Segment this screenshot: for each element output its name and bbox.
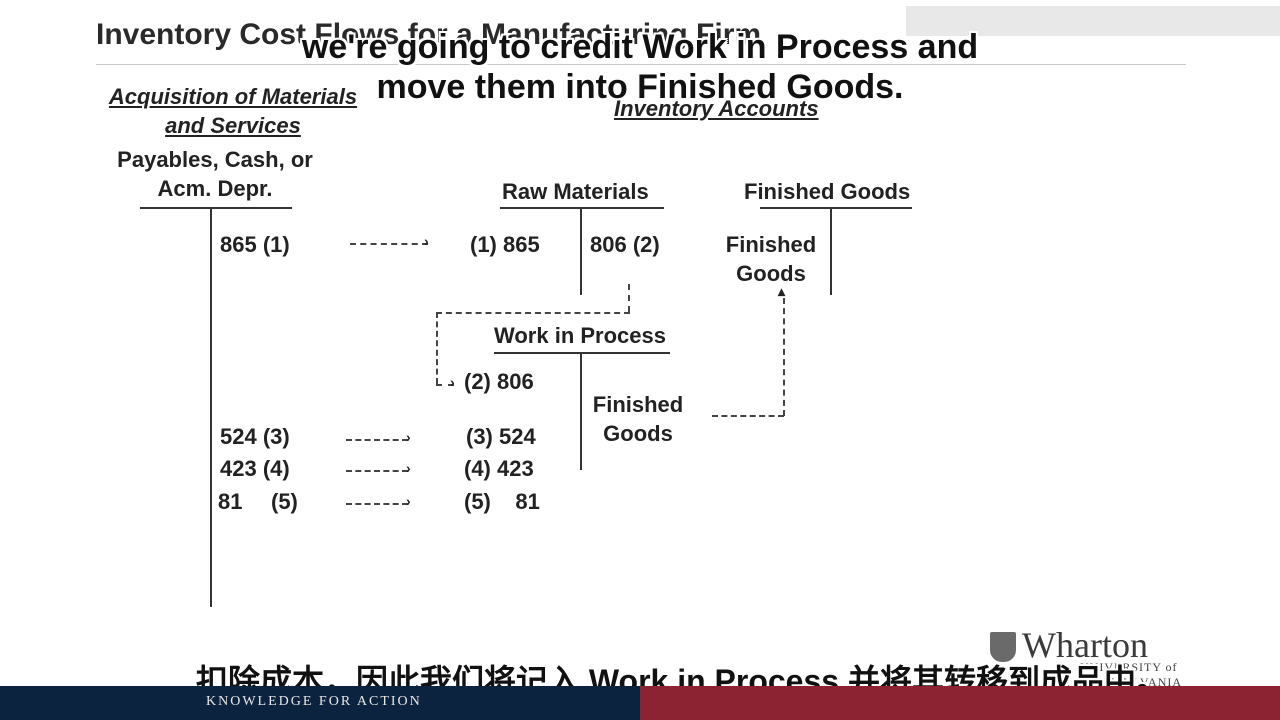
finished-goods-debit-line-1: Finished (725, 232, 817, 257)
payables-t-stem (210, 207, 212, 607)
rm-wip-connector-left (436, 312, 438, 384)
acquisition-heading-line-1: Acquisition of Materials (108, 84, 358, 109)
wip-credit-label-line-2: Goods (603, 421, 673, 446)
wip-fg-connector-across (712, 415, 784, 417)
raw-materials-debit: (1) 865 (470, 232, 540, 257)
finished-goods-t-top (760, 207, 912, 209)
arrow-4-head: › (406, 460, 411, 476)
wip-entry-5: (5) 81 (464, 489, 540, 514)
payables-entry-5-ref: (5) (271, 489, 298, 514)
arrow-5-line (346, 503, 408, 505)
title-divider (96, 64, 1186, 65)
inventory-accounts-heading: Inventory Accounts (614, 96, 819, 121)
rm-wip-connector-in (436, 384, 454, 386)
wip-entry-3: (3) 524 (466, 424, 536, 449)
payables-entry-4: 423 (4) (220, 456, 290, 481)
payables-entry-1: 865 (1) (220, 232, 290, 257)
arrow-3-head: › (406, 429, 411, 445)
payables-t-top (140, 207, 292, 209)
wip-credit-label-line-1: Finished (592, 392, 684, 417)
wip-fg-connector-up (783, 298, 785, 416)
wip-fg-arrow-head: ▴ (778, 283, 786, 299)
arrow-5-head: › (406, 493, 411, 509)
payables-entry-3: 524 (3) (220, 424, 290, 449)
wip-entry-2: (2) 806 (464, 369, 534, 394)
wharton-logo-sub: UNIVERSITY of PENNSYLVANIA (1080, 660, 1183, 689)
wharton-shield-icon (990, 632, 1016, 662)
arrow-1-line (350, 243, 428, 245)
top-overlay-bar (906, 6, 1280, 36)
payables-label-line-1: Payables, Cash, or (117, 147, 313, 172)
arrow-1-head: › (424, 233, 429, 249)
finished-goods-t-stem (830, 207, 832, 295)
wip-t-top (494, 352, 670, 354)
wip-t-stem (580, 352, 582, 470)
rm-wip-connector-down (628, 284, 630, 312)
rm-wip-connector-across (436, 312, 630, 314)
footer-red-bar (640, 686, 1280, 720)
raw-materials-t-stem (580, 207, 582, 295)
work-in-process-label: Work in Process (494, 323, 666, 348)
subtitle-line-2: move them into Finished Goods. (376, 68, 904, 106)
footer-navy-bar (0, 686, 640, 720)
finished-goods-label: Finished Goods (744, 179, 911, 204)
arrow-3-line (346, 439, 408, 441)
finished-goods-debit-line-2: Goods (736, 261, 806, 286)
acquisition-heading-line-2: and Services (165, 113, 301, 138)
footer-tagline: KNOWLEDGE FOR ACTION (206, 694, 422, 709)
raw-materials-t-top (500, 207, 664, 209)
wharton-logo: Wharton (1022, 625, 1148, 665)
slide-title: Inventory Cost Flows for a Manufacturing… (96, 18, 762, 51)
subtitle-line-1: we're going to credit Work in Process an… (301, 28, 979, 66)
rm-wip-arrow-head: › (450, 374, 455, 390)
arrow-4-line (346, 470, 408, 472)
raw-materials-label: Raw Materials (502, 179, 649, 204)
payables-label-line-2: Acm. Depr. (157, 176, 273, 201)
wip-entry-4: (4) 423 (464, 456, 534, 481)
raw-materials-credit: 806 (2) (590, 232, 660, 257)
payables-entry-5-amount: 81 (218, 489, 243, 514)
